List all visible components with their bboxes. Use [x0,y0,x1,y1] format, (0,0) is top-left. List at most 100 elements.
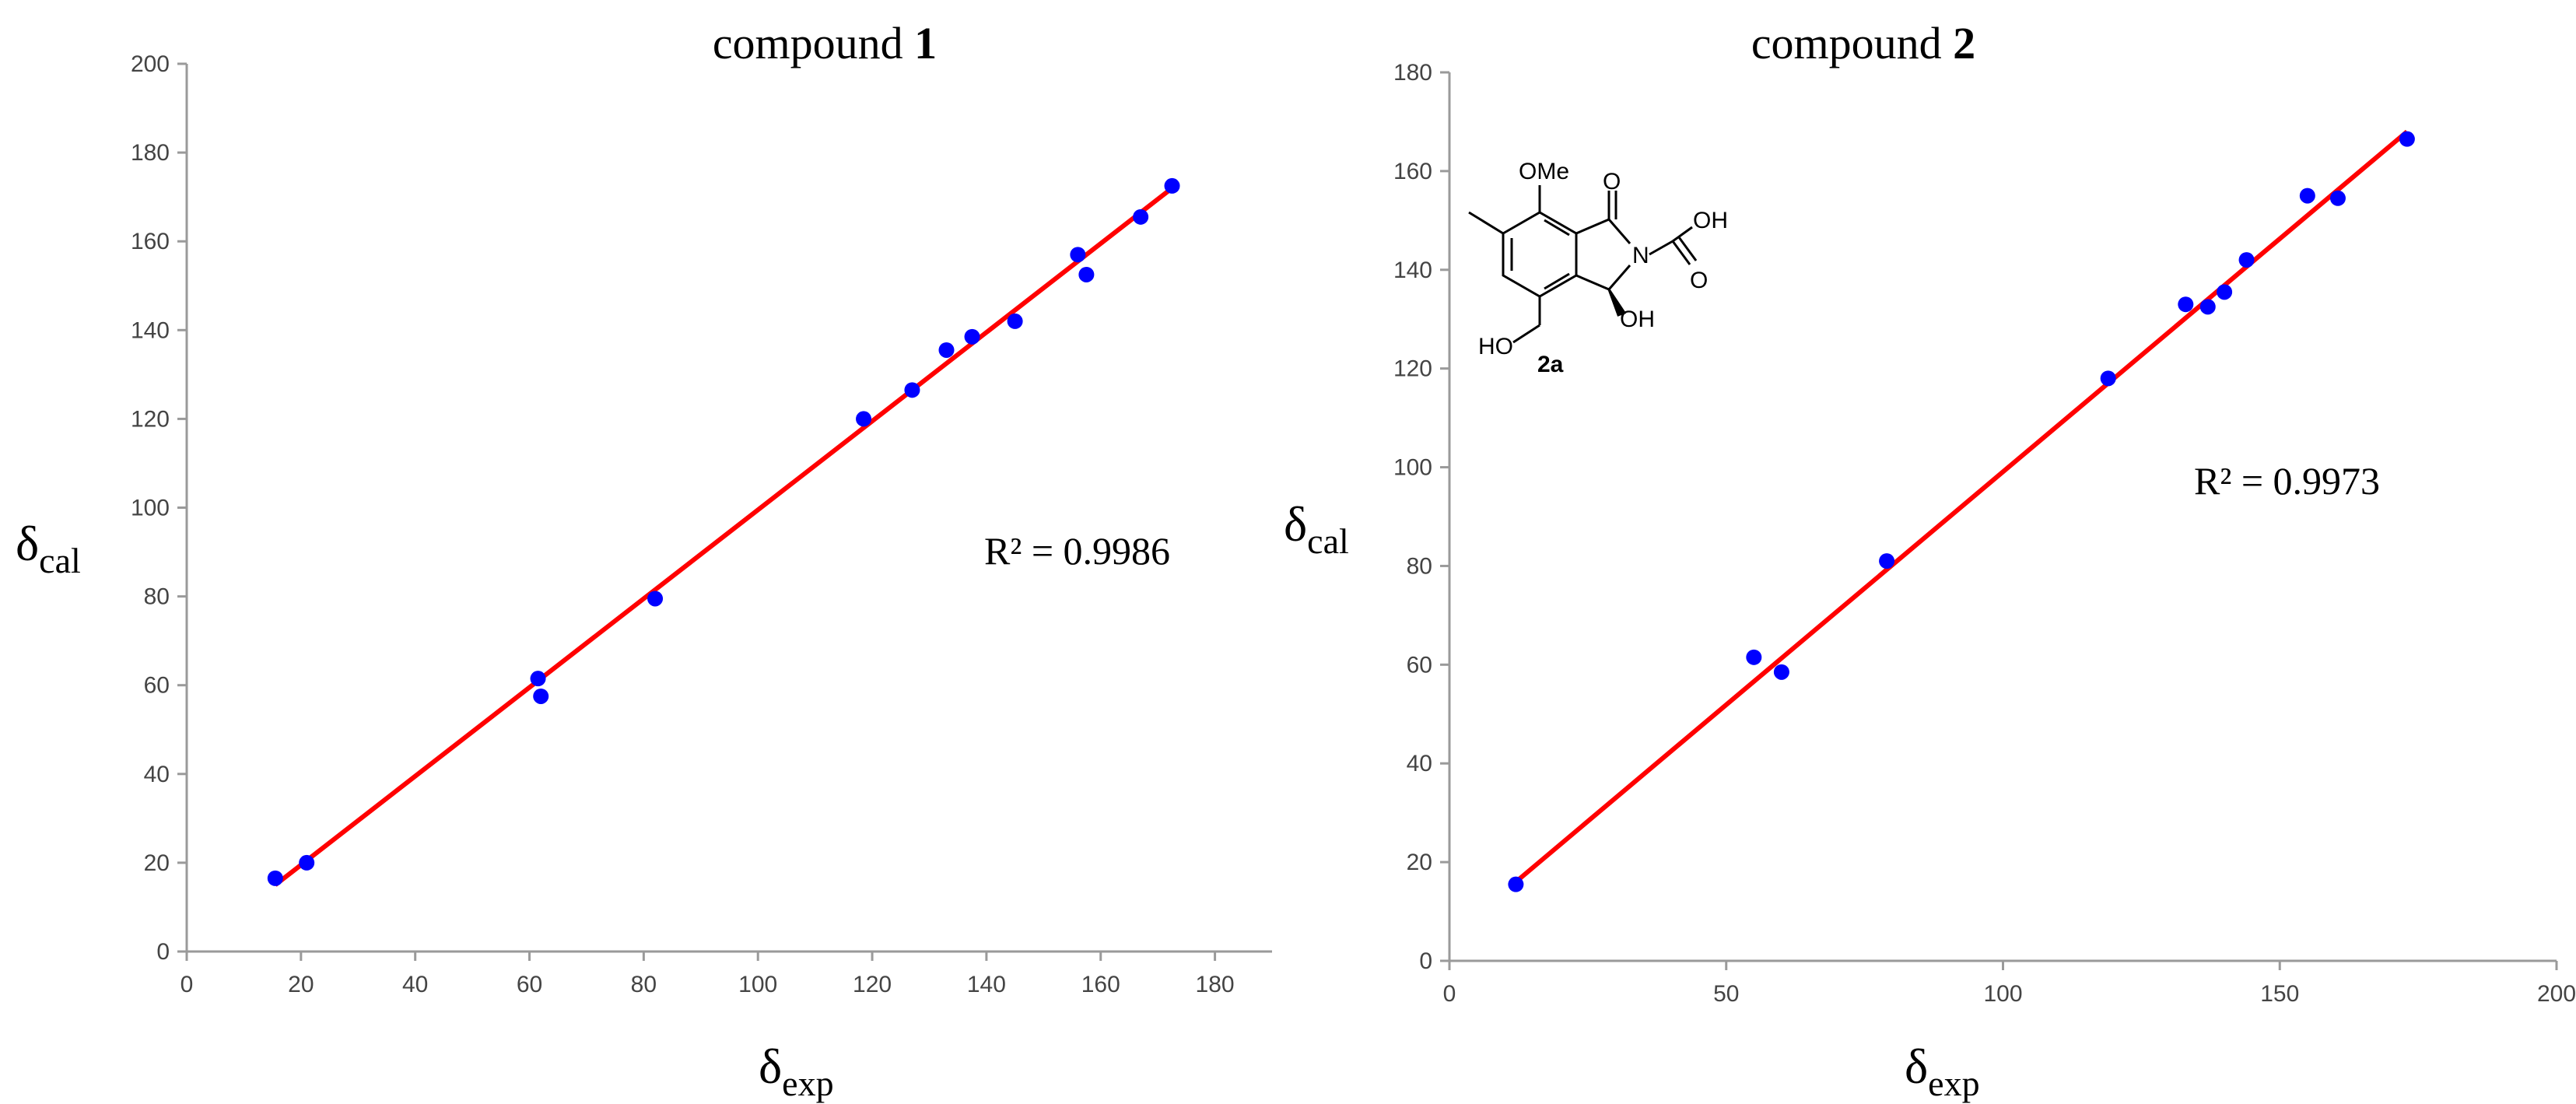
data-point [299,854,315,871]
label-ho: HO [1478,334,1513,359]
x-tick-label: 0 [1443,981,1456,1007]
chart-1-x-ticks: 0 20 40 60 80 100 120 140 160 180 [180,952,1235,997]
data-point [267,870,283,886]
y-tick-label: 120 [1393,356,1432,382]
data-point [938,342,955,358]
y-tick-label: 120 [131,406,170,432]
y-tick-label: 20 [1407,850,1432,875]
chart-1-r2-label: R² = 0.9986 [984,529,1170,573]
x-tick-label: 0 [180,972,194,997]
data-point [904,382,920,398]
x-tick-label: 40 [402,972,428,997]
chart-1-ylabel: δcal [16,516,81,580]
chemical-structure-2a-labels: OMe O N OH O OH HO 2a [1478,159,1728,377]
ring-double-bond [1544,219,1570,237]
x-tick-label: 180 [1196,972,1235,997]
chart-1-xlabel: δexp [759,1039,834,1103]
label-acid-oh: OH [1693,208,1728,233]
data-point [2199,299,2216,315]
x-tick-label: 120 [853,972,892,997]
data-point [2178,296,2194,313]
y-tick-label: 40 [1407,751,1432,776]
chart-1-y-ticks: 0 20 40 60 80 100 120 140 160 180 200 [131,51,187,965]
y-tick-label: 140 [131,317,170,343]
label-acid-o: O [1690,268,1708,293]
chart-1-points [267,177,1180,886]
y-tick-label: 160 [1393,159,1432,184]
y-tick-label: 40 [144,762,170,787]
data-point [2329,190,2346,206]
chart-2-r2-label: R² = 0.9973 [2194,459,2380,503]
data-point [1007,313,1023,329]
x-tick-label: 140 [967,972,1006,997]
y-tick-label: 0 [156,939,170,965]
y-tick-label: 100 [131,496,170,521]
data-point [533,688,549,704]
y-tick-label: 20 [144,850,170,876]
data-point [1508,876,1524,892]
label-ring-oh: OH [1620,307,1655,332]
data-point [1070,247,1086,263]
carboxyl-bond [1671,240,1691,265]
data-point [2238,252,2255,268]
methyl-bond [1468,211,1504,235]
lactam-bond [1607,219,1631,244]
y-tick-label: 180 [1393,60,1432,86]
y-tick-label: 80 [144,584,170,610]
y-tick-label: 160 [131,229,170,254]
data-point [1746,649,1762,665]
data-point [2299,188,2315,204]
x-tick-label: 100 [738,972,777,997]
benzene-ring [1502,211,1578,298]
wedge-bond [1607,289,1627,317]
y-tick-label: 180 [131,140,170,166]
data-point [2100,370,2116,387]
data-point [2217,284,2233,300]
x-tick-label: 50 [1713,981,1739,1007]
x-tick-label: 20 [288,972,314,997]
carboxyl-bond [1677,237,1698,261]
y-tick-label: 140 [1393,258,1432,283]
lactam-bond [1575,218,1610,235]
label-ome: OMe [1519,159,1569,184]
label-nitrogen: N [1632,243,1649,268]
x-tick-label: 60 [517,972,542,997]
data-point [1773,664,1789,680]
ring-double-bond [1544,272,1570,290]
data-point [856,411,872,427]
chart-compound-2: compound 2 0 20 40 60 80 100 120 140 160 180 0 50 1… [1284,18,2576,1103]
label-compound-2a: 2a [1537,352,1564,377]
x-tick-label: 80 [631,972,657,997]
x-tick-label: 100 [1983,981,2022,1007]
y-tick-label: 60 [1407,652,1432,678]
x-tick-label: 160 [1081,972,1120,997]
chemical-structure-2a [1468,185,1698,344]
chart-2-y-ticks: 0 20 40 60 80 100 120 140 160 180 [1393,60,1449,974]
data-point [530,671,546,687]
x-tick-label: 150 [2260,981,2299,1007]
chart-2-trendline [1514,129,2409,884]
lactam-bond [1607,265,1631,290]
data-point [647,591,664,607]
data-point [1078,266,1095,282]
data-point [1879,553,1895,570]
label-carbonyl-o: O [1603,169,1621,195]
chart-2-title: compound 2 [1751,18,1975,68]
ch2-bond [1512,324,1540,344]
y-tick-label: 60 [144,673,170,699]
chart-1-title: compound 1 [713,18,937,68]
chart-2-points [1508,131,2415,892]
lactam-bond [1575,274,1610,291]
data-point [2399,131,2415,147]
chart-2-xlabel: δexp [1905,1039,1980,1103]
chart-2-x-ticks: 0 50 100 150 200 [1443,961,2576,1007]
chart-2-ylabel: δcal [1284,496,1349,561]
y-tick-label: 200 [131,51,170,77]
x-tick-label: 200 [2537,981,2576,1007]
carboxyl-bond [1649,240,1674,256]
y-tick-label: 0 [1419,948,1432,974]
y-tick-label: 80 [1407,553,1432,579]
carboxyl-bond [1672,226,1693,243]
